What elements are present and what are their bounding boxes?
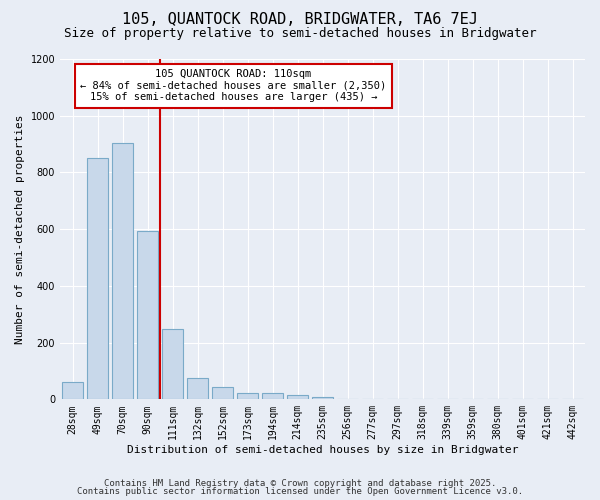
Y-axis label: Number of semi-detached properties: Number of semi-detached properties bbox=[15, 114, 25, 344]
Text: 105, QUANTOCK ROAD, BRIDGWATER, TA6 7EJ: 105, QUANTOCK ROAD, BRIDGWATER, TA6 7EJ bbox=[122, 12, 478, 28]
Bar bbox=[312, 397, 333, 400]
Bar bbox=[237, 393, 258, 400]
X-axis label: Distribution of semi-detached houses by size in Bridgwater: Distribution of semi-detached houses by … bbox=[127, 445, 518, 455]
Bar bbox=[187, 378, 208, 400]
Bar bbox=[162, 329, 183, 400]
Bar bbox=[62, 382, 83, 400]
Bar bbox=[87, 158, 108, 400]
Bar bbox=[112, 142, 133, 400]
Text: 105 QUANTOCK ROAD: 110sqm
← 84% of semi-detached houses are smaller (2,350)
15% : 105 QUANTOCK ROAD: 110sqm ← 84% of semi-… bbox=[80, 69, 386, 102]
Bar bbox=[137, 230, 158, 400]
Text: Size of property relative to semi-detached houses in Bridgwater: Size of property relative to semi-detach… bbox=[64, 28, 536, 40]
Text: Contains public sector information licensed under the Open Government Licence v3: Contains public sector information licen… bbox=[77, 487, 523, 496]
Bar bbox=[212, 388, 233, 400]
Text: Contains HM Land Registry data © Crown copyright and database right 2025.: Contains HM Land Registry data © Crown c… bbox=[104, 478, 496, 488]
Bar bbox=[262, 393, 283, 400]
Bar bbox=[287, 395, 308, 400]
